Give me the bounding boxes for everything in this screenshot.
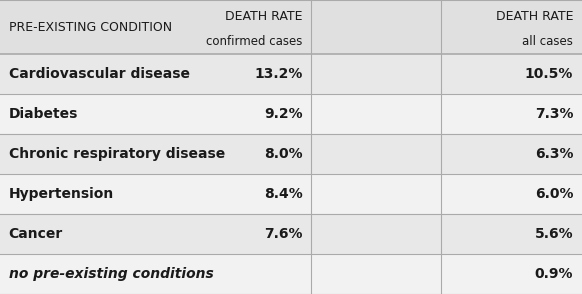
Text: Hypertension: Hypertension bbox=[9, 187, 114, 201]
Bar bbox=[0, 174, 582, 214]
Text: 5.6%: 5.6% bbox=[535, 227, 573, 241]
Text: Cardiovascular disease: Cardiovascular disease bbox=[9, 67, 190, 81]
Text: 7.6%: 7.6% bbox=[264, 227, 303, 241]
Bar bbox=[0, 54, 582, 94]
Text: confirmed cases: confirmed cases bbox=[206, 35, 303, 48]
Text: 8.0%: 8.0% bbox=[264, 147, 303, 161]
Text: 9.2%: 9.2% bbox=[264, 107, 303, 121]
Text: Cancer: Cancer bbox=[9, 227, 63, 241]
Bar bbox=[0, 0, 582, 54]
Bar bbox=[0, 94, 582, 134]
Text: 0.9%: 0.9% bbox=[535, 267, 573, 281]
Text: PRE-EXISTING CONDITION: PRE-EXISTING CONDITION bbox=[9, 21, 172, 34]
Text: Chronic respiratory disease: Chronic respiratory disease bbox=[9, 147, 225, 161]
Text: 7.3%: 7.3% bbox=[535, 107, 573, 121]
Text: Diabetes: Diabetes bbox=[9, 107, 78, 121]
Text: 6.3%: 6.3% bbox=[535, 147, 573, 161]
Text: 8.4%: 8.4% bbox=[264, 187, 303, 201]
Text: 6.0%: 6.0% bbox=[535, 187, 573, 201]
Text: DEATH RATE: DEATH RATE bbox=[496, 9, 573, 23]
Bar bbox=[0, 214, 582, 254]
Text: 10.5%: 10.5% bbox=[525, 67, 573, 81]
Text: 13.2%: 13.2% bbox=[254, 67, 303, 81]
Bar bbox=[0, 254, 582, 294]
Text: no pre-existing conditions: no pre-existing conditions bbox=[9, 267, 214, 281]
Bar bbox=[0, 134, 582, 174]
Text: DEATH RATE: DEATH RATE bbox=[225, 9, 303, 23]
Text: all cases: all cases bbox=[523, 35, 573, 48]
